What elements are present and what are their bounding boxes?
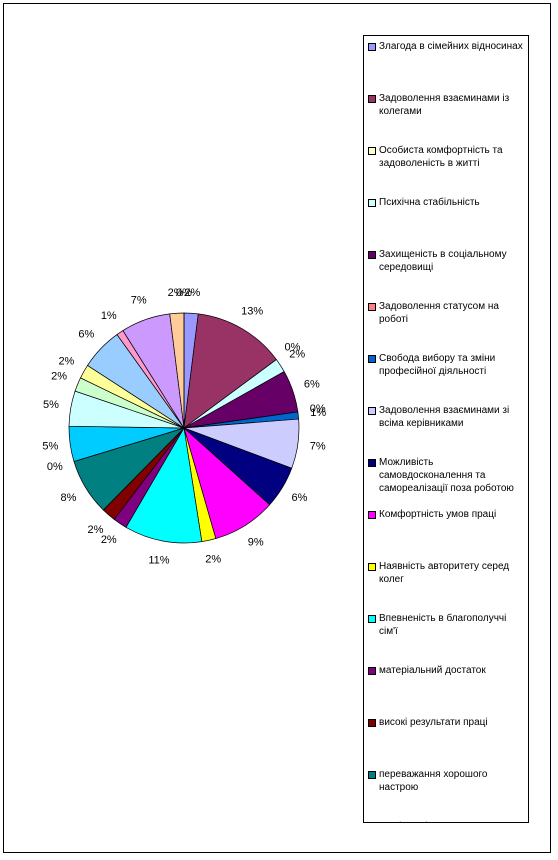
data-label: 13%	[241, 305, 263, 317]
data-label: 2%	[51, 371, 67, 383]
legend-item: Комфортність умов праці	[368, 508, 524, 521]
legend-item: Особиста комфортність та задоволеність в…	[368, 144, 524, 170]
legend-item: Задоволення взаєминами зі всіма керівник…	[368, 404, 524, 430]
legend-swatch	[368, 459, 376, 467]
legend-label: Можливість самовдосконалення та самореал…	[379, 457, 514, 494]
legend-swatch	[368, 43, 376, 51]
data-label: 2%	[168, 287, 184, 299]
legend-swatch	[368, 355, 376, 363]
legend-swatch	[368, 407, 376, 415]
legend-swatch	[368, 303, 376, 311]
legend-swatch	[368, 771, 376, 779]
data-label: 0%	[310, 403, 326, 415]
data-label: 5%	[42, 441, 58, 453]
legend-item: Наявність авторитету серед колег	[368, 560, 524, 586]
legend-swatch	[368, 667, 376, 675]
chart-frame	[3, 3, 551, 853]
legend-item: Задоволення статусом на роботі	[368, 300, 524, 326]
data-label: 0%	[47, 461, 63, 473]
legend-item: ступінь співпадання особистого та службо…	[368, 820, 524, 822]
legend-swatch	[368, 511, 376, 519]
data-label: 9%	[248, 536, 264, 548]
data-label: 1%	[310, 407, 326, 419]
legend-label: Наявність авторитету серед колег	[379, 561, 510, 585]
legend-swatch	[368, 719, 376, 727]
legend-item: Впевненість в благополуччі сім'ї	[368, 612, 524, 638]
data-label: 2%	[87, 524, 103, 536]
legend-label: високі результати праці	[379, 717, 488, 728]
pie-slice	[183, 313, 277, 429]
legend-label: ступінь співпадання особистого та службо…	[379, 821, 496, 822]
data-label: 6%	[78, 329, 94, 341]
data-label: 2%	[289, 348, 305, 360]
data-label: 6%	[304, 379, 320, 391]
data-label: 1%	[101, 310, 117, 322]
legend-label: Задоволення взаєминами зі всіма керівник…	[379, 405, 510, 429]
data-label: 0%	[176, 287, 192, 299]
data-label: 8%	[61, 492, 77, 504]
legend-swatch	[368, 147, 376, 155]
legend-item: матеріальний достаток	[368, 664, 524, 677]
legend-swatch	[368, 615, 376, 623]
legend-swatch	[368, 95, 376, 103]
legend-item: Задоволення взаєминами із колегами	[368, 92, 524, 118]
legend-item: Можливість самовдосконалення та самореал…	[368, 456, 524, 495]
legend-swatch	[368, 563, 376, 571]
legend-label: Комфортність умов праці	[379, 509, 497, 520]
legend-label: Особиста комфортність та задоволеність в…	[379, 145, 503, 169]
data-label: 2%	[58, 356, 74, 368]
legend-swatch	[368, 251, 376, 259]
legend-item: Злагода в сімейних відносинах	[368, 40, 524, 53]
data-label: 2%	[205, 554, 221, 566]
legend-item: Захищеність в соціальному середовищі	[368, 248, 524, 274]
legend-label: переважання хорошого настрою	[379, 769, 488, 793]
legend-swatch	[368, 199, 376, 207]
legend-label: Задоволення взаєминами із колегами	[379, 93, 510, 117]
legend-label: Свобода вибору та зміни професійної діял…	[379, 353, 496, 377]
pie-slice	[125, 426, 203, 544]
data-label: 7%	[310, 441, 326, 453]
data-label: 5%	[43, 399, 59, 411]
legend-label: Задоволення статусом на роботі	[379, 301, 499, 325]
legend: Злагода в сімейних відносинах Задоволення…	[363, 35, 529, 823]
legend-label: Впевненість в благополуччі сім'ї	[379, 613, 507, 637]
legend-item: високі результати праці	[368, 716, 524, 729]
legend-label: матеріальний достаток	[379, 665, 486, 676]
legend-item: Свобода вибору та зміни професійної діял…	[368, 352, 524, 378]
data-label: 6%	[292, 492, 308, 504]
data-label: 11%	[148, 555, 169, 567]
data-label: 7%	[131, 295, 147, 307]
data-label: 0%	[285, 342, 301, 354]
legend-label: Злагода в сімейних відносинах	[379, 41, 523, 52]
legend-item: переважання хорошого настрою	[368, 768, 524, 794]
data-label: 2%	[101, 534, 117, 546]
data-label: 2%	[184, 287, 200, 299]
legend-item: Психічна стабільність	[368, 196, 524, 209]
legend-label: Психічна стабільність	[379, 197, 480, 208]
legend-label: Захищеність в соціальному середовищі	[379, 249, 507, 273]
